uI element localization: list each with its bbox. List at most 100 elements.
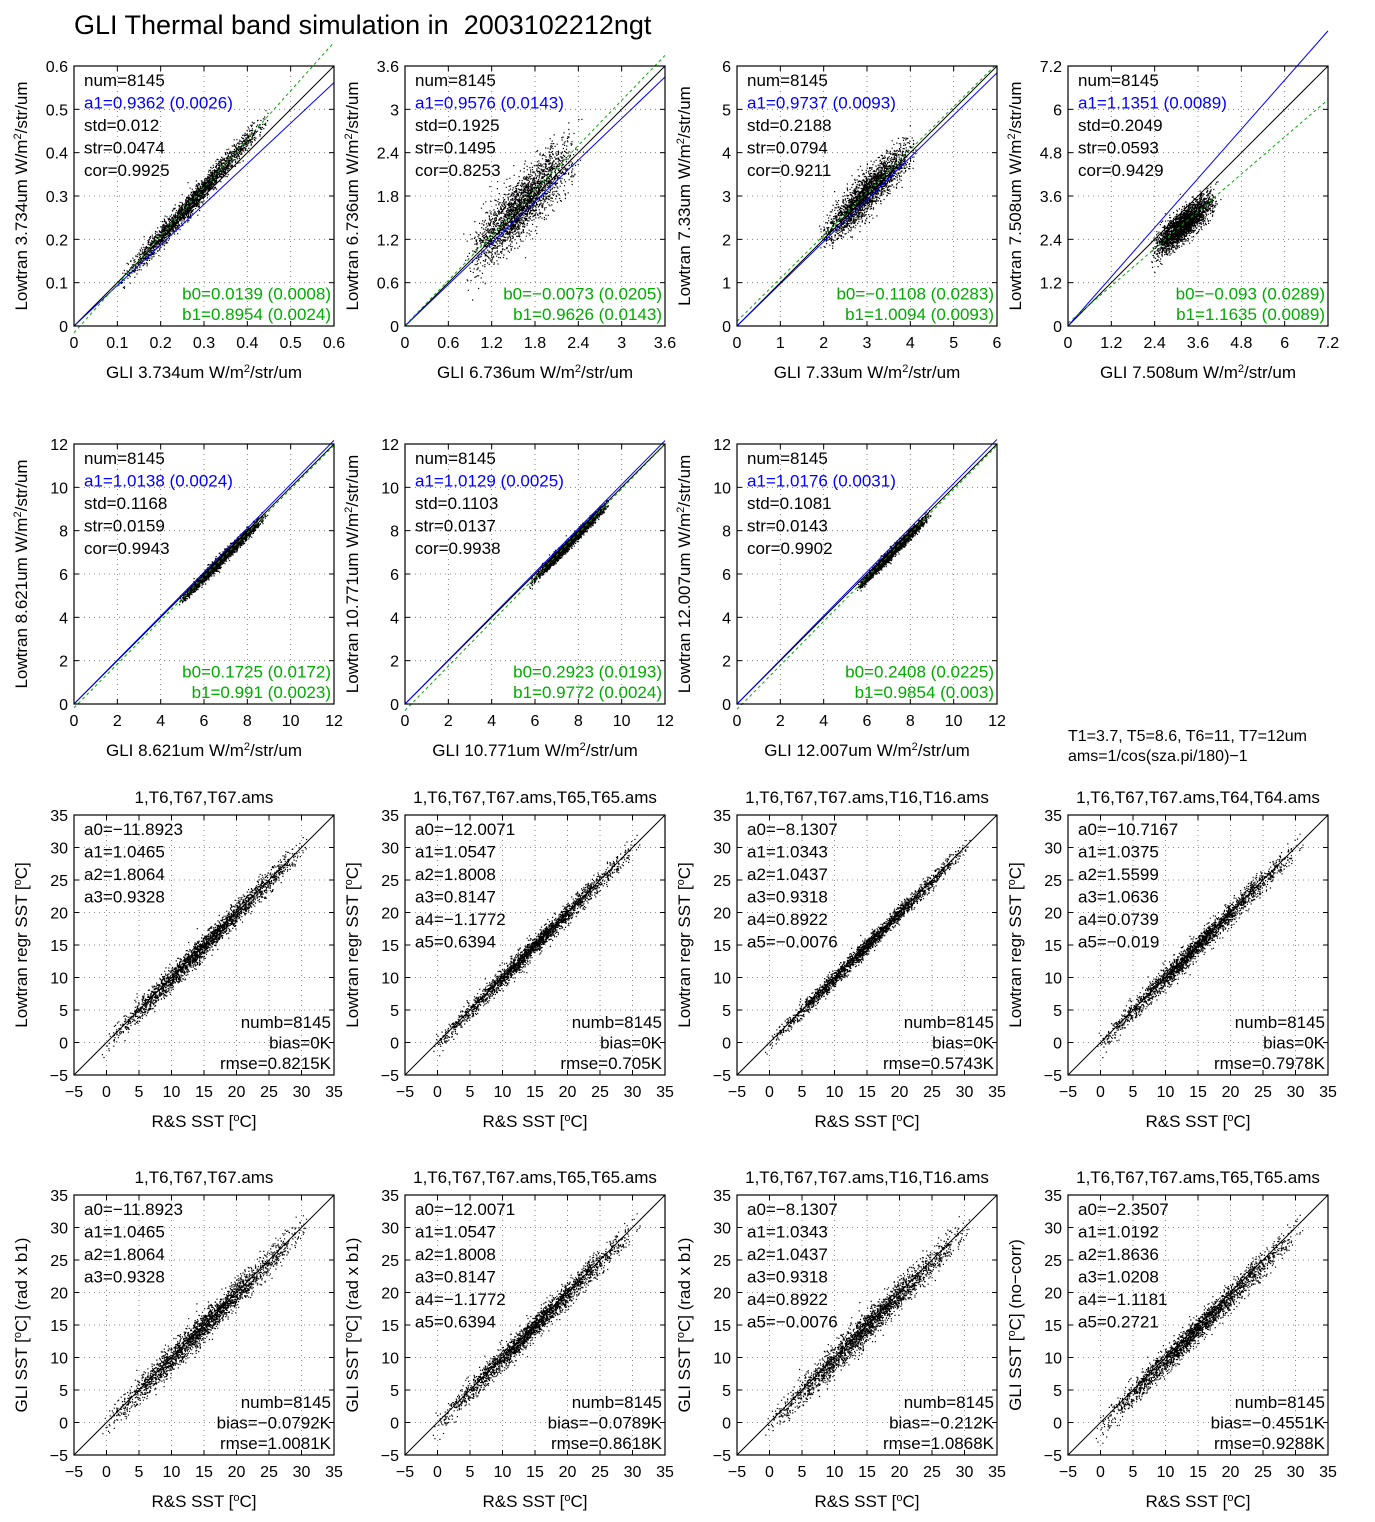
data-points [1097, 833, 1304, 1059]
panel-title: 1,T6,T67,T67.ams [135, 788, 274, 807]
x-tick-label: 20 [891, 1464, 909, 1481]
y-tick-label: 10 [50, 1351, 68, 1368]
stat-annotation: str=0.0593 [1078, 139, 1159, 158]
stat-annotation: a1=1.0343 [747, 1223, 828, 1242]
x-tick-label: 0 [102, 1084, 111, 1101]
stat-annotation: a3=0.9318 [747, 1268, 828, 1287]
y-tick-label: 0 [59, 697, 68, 714]
stat-annotation: a1=1.0192 [1078, 1223, 1159, 1242]
x-tick-label: 0 [102, 1464, 111, 1481]
stat-annotation: std=0.1081 [747, 494, 832, 513]
stat-annotation: num=8145 [415, 449, 496, 468]
y-tick-label: 0 [1053, 1416, 1062, 1433]
stat-annotation: a4=−1.1181 [1078, 1290, 1168, 1309]
fit-annotation: bias=−0.4551K [1211, 1414, 1326, 1433]
y-tick-label: 4.8 [1040, 146, 1062, 163]
y-tick-label: 10 [713, 480, 731, 497]
y-tick-label: 30 [50, 1221, 68, 1238]
y-tick-label: 0 [390, 1036, 399, 1053]
y-tick-label: 6 [1053, 102, 1062, 119]
x-tick-label: 1 [776, 335, 785, 352]
x-axis-label: R&S SST [oC] [482, 1492, 587, 1511]
y-tick-label: 35 [50, 1188, 68, 1205]
y-tick-label: 6 [59, 567, 68, 584]
fit-line-b [404, 55, 666, 326]
x-tick-label: 25 [591, 1084, 609, 1101]
x-tick-label: 20 [228, 1084, 246, 1101]
x-tick-label: 15 [858, 1084, 876, 1101]
x-tick-label: 15 [1189, 1464, 1207, 1481]
stat-annotation: a0=−12.0071 [415, 1200, 515, 1219]
y-tick-label: 35 [381, 808, 399, 825]
stat-annotation: std=0.012 [84, 116, 159, 135]
stat-annotation: a2=1.8008 [415, 1245, 496, 1264]
y-axis-label: Lowtran regr SST [oC] [12, 862, 31, 1027]
x-tick-label: 10 [1157, 1084, 1175, 1101]
y-tick-label: −5 [381, 1068, 399, 1085]
y-axis-label: Lowtran 12.007um W/m2/str/um [675, 455, 694, 694]
x-tick-label: 20 [891, 1084, 909, 1101]
scatter-panel: −5−5 0 0 5 5 10 10 15 15 20 20 25 25 30 30 35 35 a0=−8.13… [675, 788, 1006, 1131]
y-tick-label: 0 [722, 1036, 731, 1053]
stat-annotation: a1=1.0176 (0.0031) [747, 472, 896, 491]
fit-annotation: b0=0.0139 (0.0008) [182, 285, 331, 304]
y-tick-label: 25 [713, 873, 731, 890]
y-tick-label: 30 [381, 1221, 399, 1238]
y-tick-label: 15 [1044, 1318, 1062, 1335]
data-points [118, 110, 269, 289]
data-points [463, 118, 588, 301]
x-axis-label: GLI 8.621um W/m2/str/um [106, 741, 302, 760]
fit-annotation: b0=0.2408 (0.0225) [845, 663, 994, 682]
stat-annotation: a5=−0.0076 [747, 1313, 838, 1332]
y-tick-label: −5 [50, 1068, 68, 1085]
x-tick-label: 0 [765, 1084, 774, 1101]
y-tick-label: 4 [59, 610, 68, 627]
y-tick-label: 20 [50, 906, 68, 923]
stat-annotation: a2=1.8636 [1078, 1245, 1159, 1264]
stat-annotation: a4=0.8922 [747, 910, 828, 929]
x-tick-label: 0 [1064, 335, 1073, 352]
x-tick-label: 0 [70, 335, 79, 352]
identity-line [404, 65, 666, 327]
fit-annotation: rmse=1.0081K [220, 1434, 332, 1453]
y-tick-label: 10 [381, 971, 399, 988]
x-tick-label: 2 [819, 335, 828, 352]
stat-annotation: a5=−0.019 [1078, 933, 1159, 952]
x-tick-label: 5 [1129, 1084, 1138, 1101]
x-tick-label: 10 [826, 1464, 844, 1481]
y-tick-label: −5 [1044, 1448, 1062, 1465]
panel-title: 1,T6,T67,T67.ams [135, 1168, 274, 1187]
y-tick-label: 0.6 [46, 59, 68, 76]
plot-frame [736, 814, 998, 1076]
scatter-panel: 00 0.6 0.6 1.2 1.2 1.8 1.8 2.4 2.4 3 3 3.6 3.6 num=81… [343, 55, 676, 382]
x-tick-label: 4.8 [1230, 335, 1252, 352]
x-tick-label: 0 [401, 713, 410, 730]
fit-annotation: numb=8145 [572, 1393, 662, 1412]
x-axis-label: R&S SST [oC] [1145, 1112, 1250, 1131]
plot-frame [736, 65, 998, 327]
x-tick-label: −5 [1059, 1084, 1077, 1101]
y-tick-label: 25 [1044, 873, 1062, 890]
fit-annotation: bias=0K [269, 1034, 332, 1053]
fit-annotation: b1=0.9854 (0.003) [855, 683, 994, 702]
stat-annotation: a0=−11.8923 [84, 1200, 183, 1219]
x-tick-label: 25 [260, 1464, 278, 1481]
y-tick-label: 8 [59, 524, 68, 541]
fit-line-a1 [1067, 30, 1329, 327]
x-tick-label: 10 [1157, 1464, 1175, 1481]
fit-annotation: rmse=0.5743K [883, 1054, 995, 1073]
scatter-panel: −5−5 0 0 5 5 10 10 15 15 20 20 25 25 30 30 35 35 a0=−12.0… [343, 1168, 674, 1511]
y-tick-label: 5 [722, 1383, 731, 1400]
x-tick-label: 6 [863, 713, 872, 730]
stat-annotation: cor=0.9925 [84, 161, 170, 180]
y-tick-label: 7.2 [1040, 59, 1062, 76]
fit-line-b [73, 42, 335, 334]
fit-annotation: bias=0K [1263, 1034, 1326, 1053]
y-tick-label: 3 [722, 189, 731, 206]
x-tick-label: 3.6 [654, 335, 676, 352]
band-note: T1=3.7, T5=8.6, T6=11, T7=12um ams=1/cos… [1068, 727, 1307, 767]
x-tick-label: 7.2 [1317, 335, 1339, 352]
stat-annotation: a0=−8.1307 [747, 1200, 838, 1219]
stat-annotation: cor=0.8253 [415, 161, 501, 180]
